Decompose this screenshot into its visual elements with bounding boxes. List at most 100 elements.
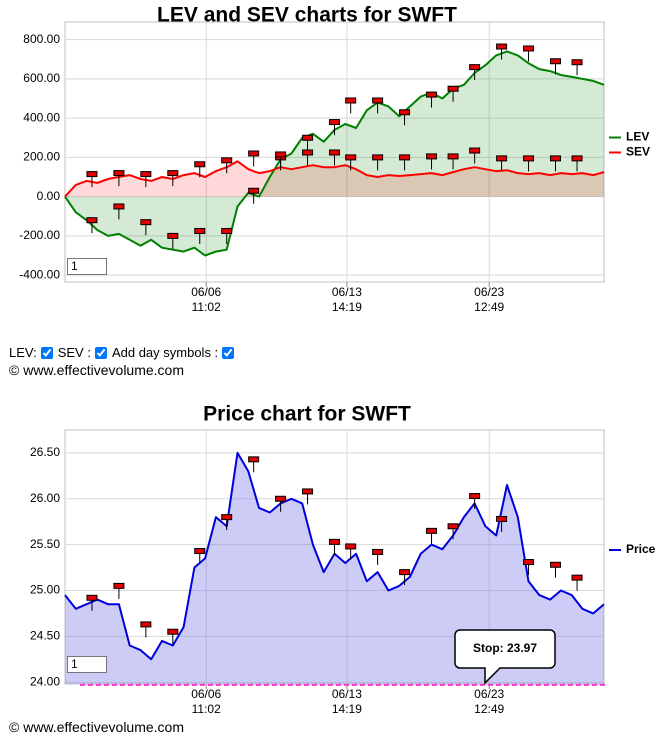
- day-symbol-flag: [221, 157, 233, 164]
- day-symbol-flag: [523, 155, 535, 162]
- day-symbol-flag: [329, 149, 340, 156]
- day-symbol: [248, 150, 260, 167]
- day-symbol: [523, 155, 535, 172]
- day-symbol: [86, 594, 98, 611]
- day-symbol: [399, 109, 411, 126]
- x-tick-label: 06/13: [332, 285, 362, 299]
- day-symbol: [345, 543, 357, 560]
- day-symbol: [113, 170, 125, 187]
- y-tick-label: 25.50: [30, 537, 60, 551]
- legend-label: Price: [626, 542, 656, 556]
- day-symbol: [447, 85, 459, 102]
- y-tick-label: 200.00: [23, 150, 60, 164]
- x-tick-label: 06/06: [191, 687, 221, 701]
- day-symbol: [248, 187, 260, 204]
- day-symbol: [372, 548, 384, 565]
- day-symbol-flag: [329, 538, 340, 545]
- day-symbol: [469, 493, 481, 510]
- checkbox[interactable]: [222, 346, 235, 359]
- day-symbol-flag: [496, 43, 508, 50]
- y-tick-label: 800.00: [23, 32, 60, 46]
- day-symbol: [194, 227, 206, 244]
- day-symbol-flag: [345, 97, 357, 104]
- day-symbol-flag: [167, 628, 179, 635]
- day-symbol-flag: [345, 543, 357, 550]
- day-symbol-flag: [372, 154, 384, 161]
- x-tick-label: 12:49: [474, 300, 504, 314]
- day-symbol-flag: [329, 119, 340, 126]
- day-symbol-flag: [549, 58, 561, 65]
- legend-label: LEV: [626, 130, 649, 144]
- control-label: SEV :: [57, 345, 91, 360]
- stop-callout: [454, 629, 556, 685]
- day-symbol: [549, 58, 561, 75]
- day-symbol: [469, 147, 481, 164]
- day-symbol-flag: [496, 515, 508, 522]
- day-symbol-flag: [140, 219, 152, 226]
- day-symbol: [447, 523, 459, 540]
- day-symbol: [426, 527, 438, 544]
- day-symbol: [194, 161, 206, 178]
- day-symbol-flag: [167, 170, 179, 177]
- day-symbol-flag: [469, 493, 481, 500]
- x-tick-label: 14:19: [332, 300, 362, 314]
- day-symbol: [302, 488, 314, 505]
- checkbox[interactable]: [40, 346, 53, 359]
- y-tick-label: 24.00: [30, 674, 60, 688]
- copyright: © www.effectivevolume.com: [9, 719, 185, 735]
- day-symbol-flag: [140, 171, 152, 178]
- day-symbol: [496, 155, 508, 172]
- day-symbol-flag: [426, 91, 438, 98]
- y-tick-label: 24.50: [30, 628, 60, 642]
- day-symbol-flag: [426, 153, 438, 160]
- control-label: LEV:: [9, 345, 37, 360]
- day-symbol: [221, 227, 233, 244]
- day-symbol-flag: [86, 217, 98, 224]
- y-tick-label: 26.50: [30, 445, 60, 459]
- day-symbol-flag: [571, 59, 583, 66]
- controls: LEV: SEV : Add day symbols :: [9, 345, 237, 360]
- day-symbol-flag: [248, 456, 260, 463]
- day-symbol-flag: [248, 187, 260, 194]
- day-symbol-flag: [571, 574, 583, 581]
- day-symbol-flag: [447, 85, 459, 92]
- day-symbol: [329, 149, 340, 166]
- day-symbol-flag: [140, 621, 152, 628]
- day-symbol: [345, 97, 357, 114]
- day-symbol: [140, 219, 152, 236]
- day-symbol-flag: [447, 153, 459, 160]
- day-symbol: [372, 97, 384, 114]
- day-symbol: [399, 569, 411, 586]
- day-symbol-flag: [399, 109, 411, 116]
- day-symbol: [302, 149, 314, 166]
- day-symbol-flag: [302, 488, 314, 495]
- day-symbol-flag: [275, 151, 287, 158]
- x-tick-label: 11:02: [192, 300, 221, 314]
- y-tick-label: 400.00: [23, 110, 60, 124]
- day-symbol-flag: [372, 548, 384, 555]
- range-input[interactable]: 1: [67, 656, 107, 673]
- day-symbol: [140, 621, 152, 638]
- day-symbol: [496, 43, 508, 60]
- y-tick-label: 26.00: [30, 491, 60, 505]
- legend-label: SEV: [626, 145, 650, 159]
- y-tick-label: 0.00: [37, 189, 61, 203]
- y-tick-label: -200.00: [19, 228, 60, 242]
- day-symbol-flag: [469, 64, 481, 71]
- area-fill: [65, 161, 604, 197]
- day-symbol: [86, 217, 98, 234]
- day-symbol: [113, 582, 125, 599]
- day-symbol-flag: [113, 582, 125, 589]
- day-symbol: [248, 456, 260, 473]
- checkbox[interactable]: [94, 346, 107, 359]
- range-input[interactable]: 1: [67, 258, 107, 275]
- x-tick-label: 06/23: [474, 285, 504, 299]
- day-symbol: [447, 153, 459, 170]
- day-symbol: [372, 154, 384, 171]
- day-symbol: [329, 538, 340, 555]
- day-symbol: [549, 561, 561, 578]
- day-symbol: [113, 203, 125, 220]
- chart-title: Price chart for SWFT: [203, 403, 411, 426]
